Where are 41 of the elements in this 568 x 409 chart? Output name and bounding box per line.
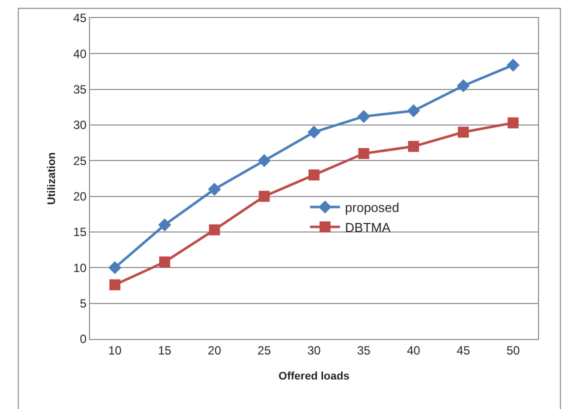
point [456,79,470,92]
y-tick-label: 40 [73,46,87,61]
x-tick-label: 40 [406,343,421,358]
x-axis-title: Offered loads [278,370,350,383]
legend-label: DBTMA [345,220,391,235]
point [357,110,370,123]
x-tick-label: 25 [258,343,272,358]
x-tick-label: 50 [506,343,520,358]
y-tick-label: 35 [73,82,87,97]
x-tick-label: 45 [456,343,470,358]
point [308,126,320,139]
y-tick-label: 25 [73,154,87,168]
point [308,169,320,180]
y-tick-label: 10 [73,260,87,275]
point [508,117,519,128]
y-tick-label: 15 [73,225,87,240]
legend-label: proposed [345,200,400,216]
point [407,104,420,118]
point [109,279,120,290]
y-tick-label: 0 [80,332,87,346]
x-tick-label: 20 [208,343,222,358]
point [208,182,221,196]
y-tick-label: 45 [73,11,87,26]
y-axis-title: Utilization [46,152,58,205]
point [159,256,170,268]
x-tick-label: 30 [307,343,321,358]
point [208,224,220,236]
y-tick-label: 5 [80,296,87,311]
point [258,154,271,168]
point [506,58,520,72]
point [258,190,270,202]
y-tick-label: 20 [73,190,87,204]
point [458,126,469,138]
point [158,218,172,232]
x-tick-label: 35 [357,343,371,358]
point [358,148,370,160]
point [408,140,420,152]
y-tick-label: 30 [73,118,87,132]
x-tick-label: 15 [158,343,172,358]
x-tick-label: 10 [108,343,122,358]
point [108,261,122,274]
